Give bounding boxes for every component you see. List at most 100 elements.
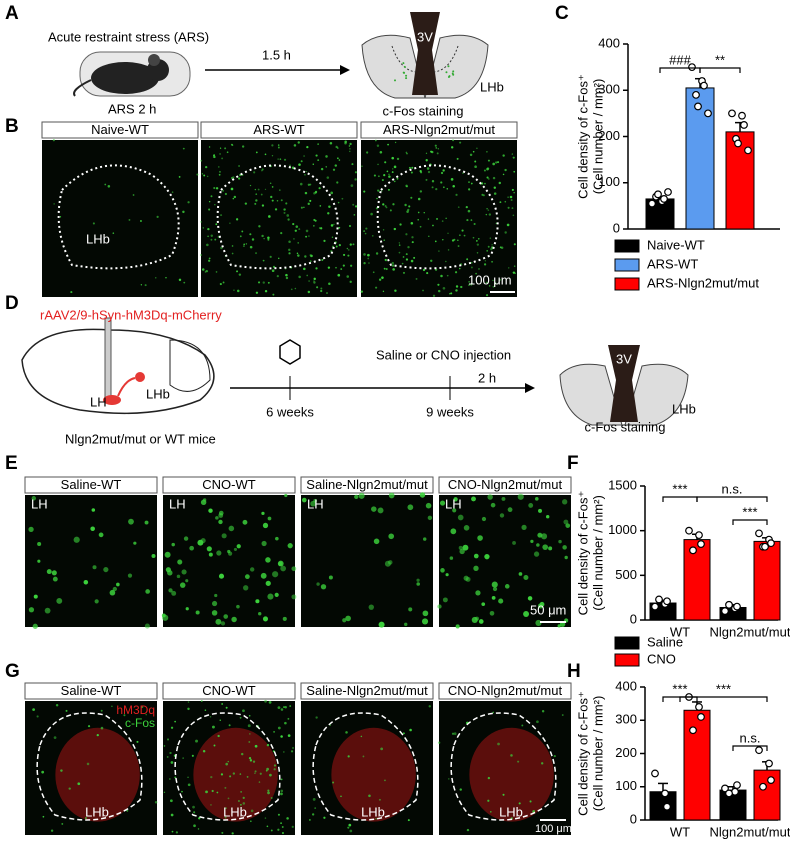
- cell: [231, 616, 237, 623]
- cell: [320, 584, 327, 590]
- cell: [445, 573, 449, 577]
- cell: [213, 155, 216, 159]
- cell: [381, 276, 384, 279]
- cell: [492, 586, 498, 592]
- cell: [504, 584, 510, 589]
- cell: [254, 770, 257, 773]
- cell: [502, 173, 505, 176]
- cell: [349, 280, 352, 283]
- image-header: Saline-Nlgn2mut/mut: [306, 683, 428, 698]
- cell: [246, 776, 249, 778]
- cell: [252, 760, 256, 763]
- cell: [457, 245, 460, 247]
- legend-label: Saline: [647, 634, 683, 649]
- cell: [313, 225, 315, 227]
- cell: [407, 504, 414, 511]
- cell: [518, 802, 521, 805]
- cell: [251, 238, 255, 241]
- cell: [85, 817, 87, 820]
- cell: [112, 586, 117, 592]
- cell: [298, 163, 301, 166]
- cell: [262, 522, 269, 529]
- cell: [406, 152, 408, 155]
- cell: [151, 554, 156, 559]
- label: 6 weeks: [266, 404, 314, 419]
- cell: [210, 234, 214, 238]
- cell: [254, 744, 258, 748]
- micrograph: [161, 493, 297, 627]
- cell: [489, 237, 492, 239]
- cell: [318, 187, 321, 190]
- cell: [385, 267, 388, 271]
- data-point: [692, 90, 700, 99]
- cell: [450, 528, 457, 535]
- cell: [384, 779, 386, 782]
- hm3dq-signal: [469, 727, 554, 822]
- cell: [342, 618, 347, 623]
- bar: [683, 709, 711, 821]
- cell: [452, 70, 455, 73]
- cell: [468, 280, 471, 283]
- cell: [269, 773, 272, 777]
- cell: [205, 165, 208, 169]
- panel-label: G: [5, 661, 20, 682]
- cell: [457, 239, 459, 242]
- significance-label: ###: [669, 52, 691, 67]
- cell: [241, 230, 244, 233]
- micrograph: [25, 701, 158, 835]
- panel-label: D: [5, 293, 19, 314]
- cell: [426, 272, 429, 275]
- label: c-Fos staining: [383, 103, 464, 118]
- cell: [228, 724, 231, 727]
- cell: [278, 257, 280, 260]
- cell: [203, 174, 206, 177]
- significance-label: ***: [672, 681, 687, 696]
- cell: [41, 770, 45, 774]
- cell: [486, 151, 488, 153]
- cell: [513, 191, 515, 194]
- cell: [342, 264, 345, 267]
- cell: [171, 191, 174, 193]
- cell: [73, 536, 80, 543]
- cell: [512, 541, 516, 545]
- cell: [557, 624, 561, 628]
- cell: [553, 754, 556, 758]
- cell: [362, 755, 365, 758]
- cell: [33, 594, 38, 599]
- significance-bracket: [679, 696, 768, 702]
- cell: [265, 580, 271, 586]
- image-header: ARS-WT: [253, 122, 304, 137]
- cell: [463, 525, 470, 531]
- cell: [383, 239, 385, 241]
- y-tick-label: 400: [598, 35, 620, 50]
- micrograph: [437, 701, 571, 835]
- data-point: [755, 746, 763, 755]
- panel-label: H: [567, 661, 581, 682]
- cell: [327, 212, 330, 215]
- virus-icon: [279, 339, 301, 365]
- cell: [185, 579, 189, 583]
- cell: [280, 708, 284, 711]
- cell: [453, 497, 458, 502]
- data-point: [733, 781, 741, 789]
- cell: [164, 551, 171, 558]
- image-header: CNO-WT: [202, 683, 255, 698]
- label: 9 weeks: [426, 404, 474, 419]
- cell: [518, 572, 523, 576]
- cell: [561, 714, 564, 716]
- cell: [280, 565, 287, 572]
- cell: [305, 235, 308, 238]
- cell: [208, 257, 211, 260]
- cell: [182, 147, 185, 150]
- cell: [183, 281, 186, 284]
- cell: [280, 735, 283, 738]
- cell: [263, 237, 265, 240]
- cell: [523, 574, 529, 581]
- cell: [456, 157, 459, 160]
- cell: [274, 208, 278, 211]
- cell: [508, 267, 510, 269]
- significance-bracket: [699, 67, 741, 73]
- cell: [176, 574, 181, 579]
- y-tick-label: 1000: [608, 522, 637, 537]
- cell: [270, 829, 273, 832]
